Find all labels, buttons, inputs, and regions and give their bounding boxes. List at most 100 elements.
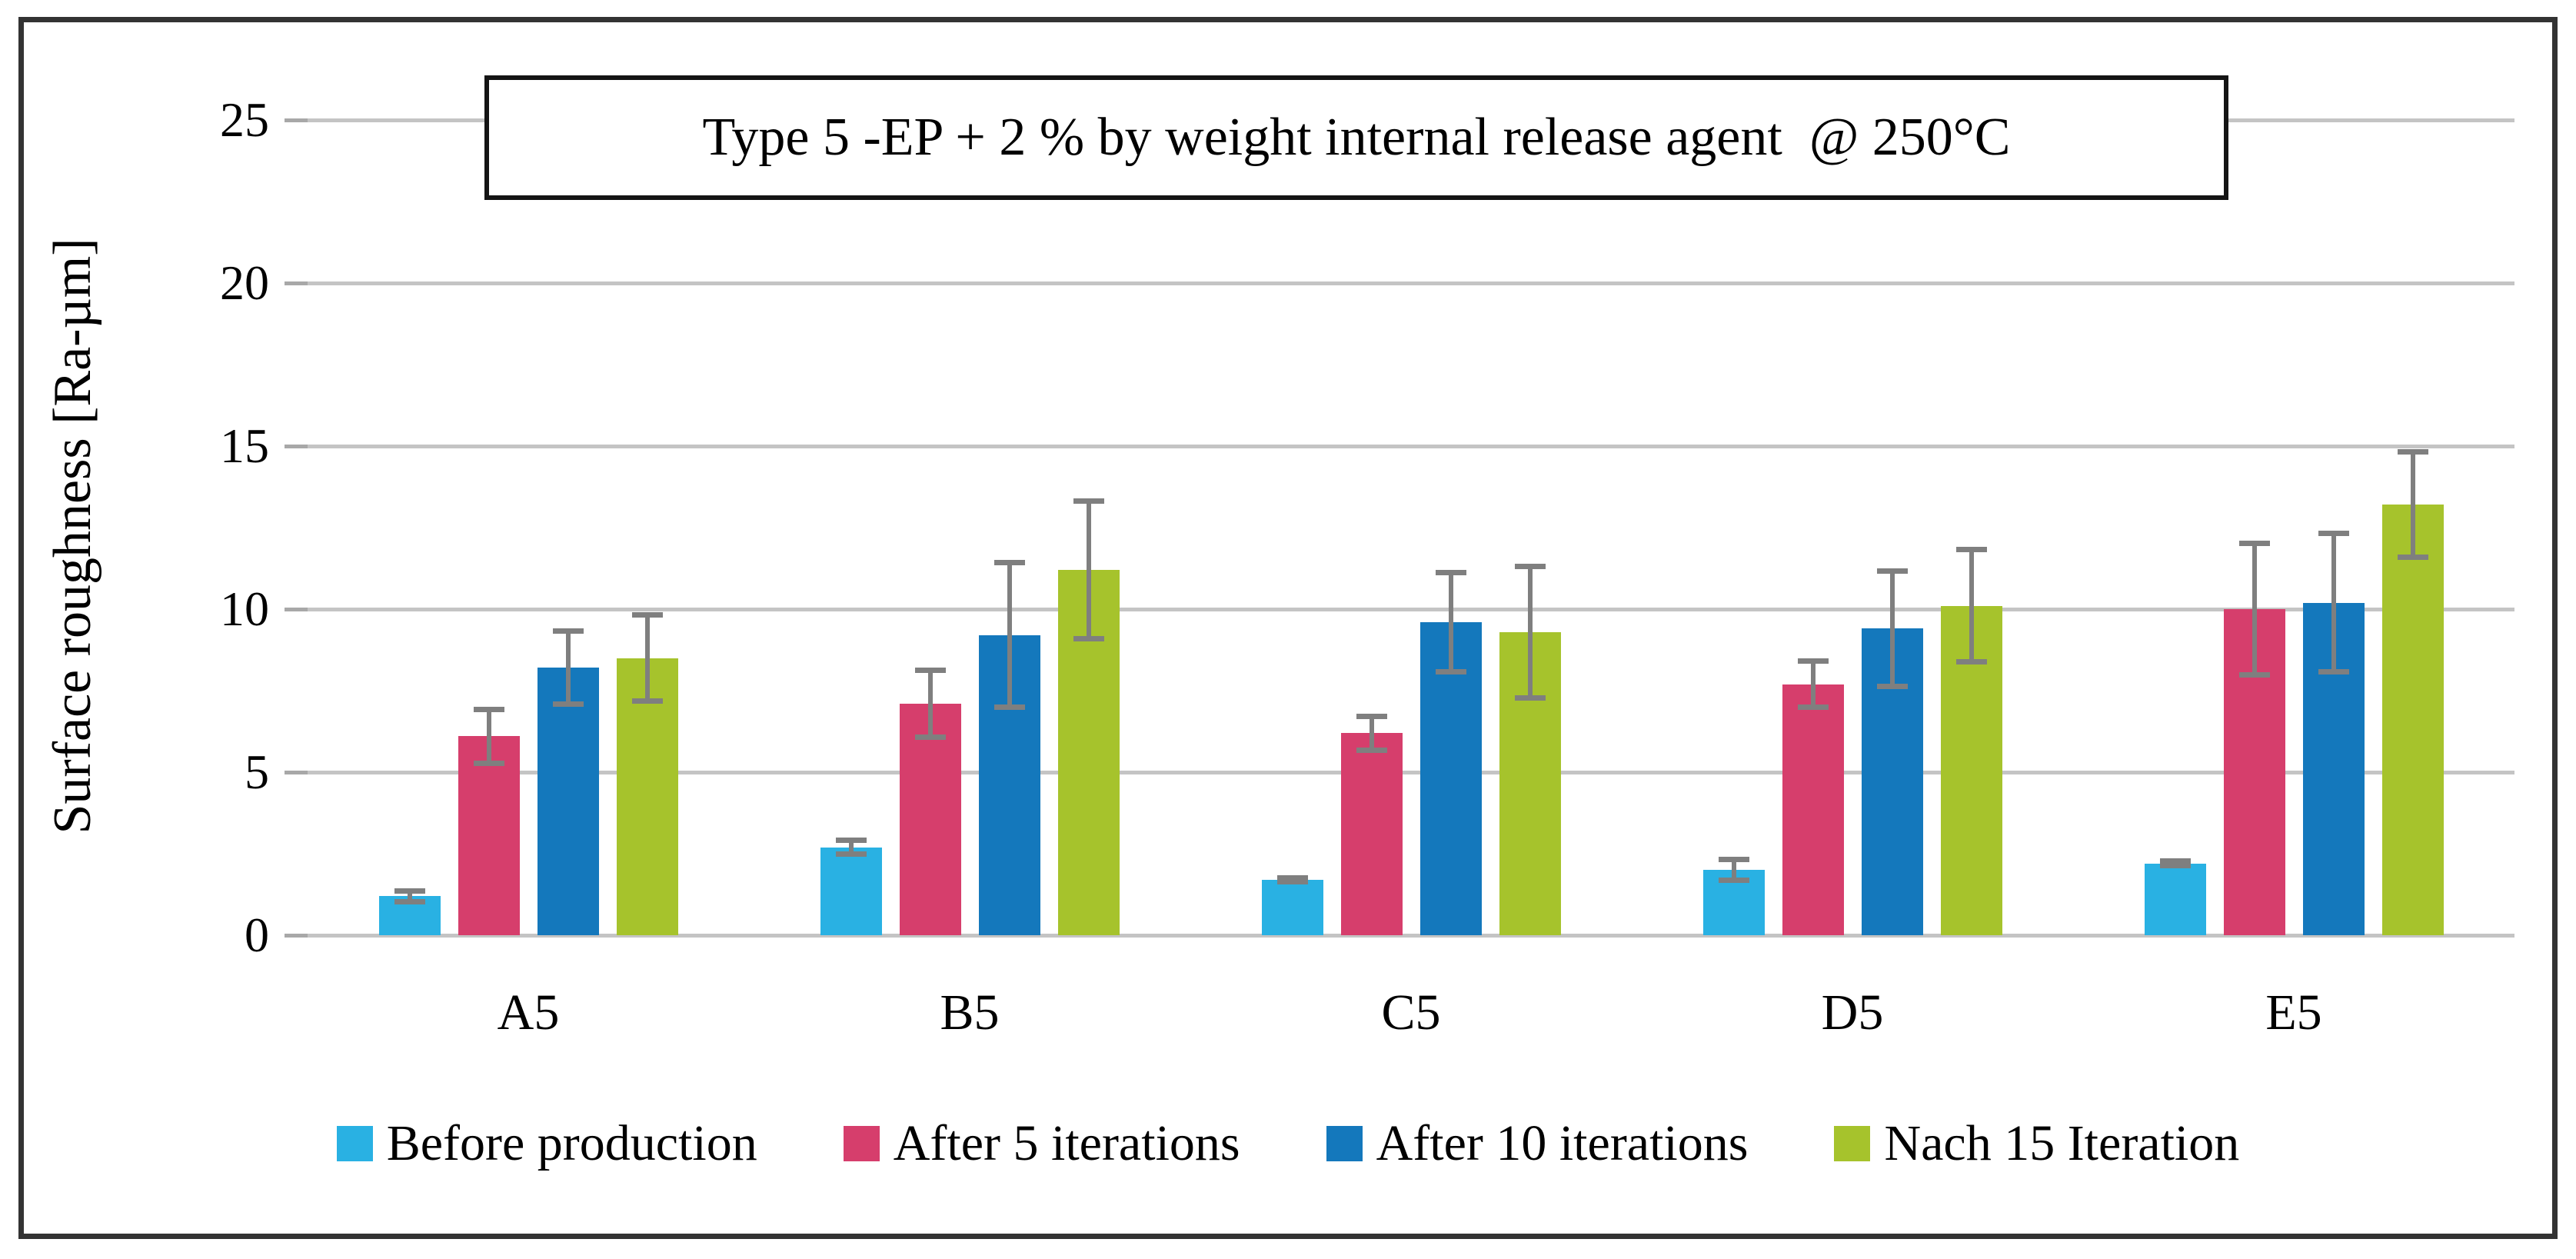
legend-label-2: After 10 iterations (1376, 1115, 1749, 1171)
y-tick-label: 0 (245, 908, 269, 962)
error-cap-top (473, 707, 504, 713)
y-tick-mark (285, 281, 308, 285)
error-whisker (1731, 857, 1736, 884)
error-cap-top (1435, 570, 1466, 576)
gridline-y0 (308, 934, 2514, 938)
legend-item-3: Nach 15 Iteration (1834, 1114, 2239, 1173)
error-bar-D5-s3 (1955, 547, 1987, 665)
legend-swatch-2 (1326, 1126, 1363, 1161)
error-cap-bottom (473, 760, 504, 766)
error-bar-E5-s2 (2318, 531, 2349, 674)
error-whisker (848, 837, 854, 858)
error-whisker (1448, 570, 1453, 674)
legend-label-1: After 5 iterations (893, 1115, 1240, 1171)
error-whisker (1527, 563, 1533, 701)
error-whisker (644, 612, 650, 704)
error-bar-C5-s0 (1276, 874, 1308, 885)
bar-D5-s1 (1782, 684, 1844, 935)
error-cap-bottom (552, 701, 584, 708)
y-tick-mark (285, 771, 308, 774)
error-cap-bottom (835, 851, 867, 858)
error-bar-A5-s0 (394, 888, 425, 904)
error-cap-top (1514, 563, 1546, 569)
bar-C5-s2 (1419, 621, 1482, 935)
x-label-C5: C5 (1381, 984, 1441, 1041)
y-tick-label: 20 (220, 255, 269, 310)
error-whisker (927, 668, 933, 740)
y-axis-title: Surface roughness [Ra-µm] (43, 238, 102, 834)
y-tick-label: 10 (220, 581, 269, 636)
error-whisker (486, 707, 491, 766)
legend-item-0: Before production (336, 1114, 757, 1173)
error-cap-top (993, 560, 1025, 566)
legend-item-1: After 5 iterations (843, 1114, 1240, 1173)
chart-title-box: Type 5 -EP + 2 % by weight internal rele… (484, 75, 2228, 200)
error-bar-B5-s3 (1073, 498, 1104, 642)
error-cap-bottom (2318, 668, 2349, 674)
error-bar-B5-s1 (914, 668, 946, 740)
y-tick-label: 25 (220, 92, 269, 147)
error-bar-A5-s3 (631, 612, 663, 704)
gridline-y15 (308, 445, 2514, 448)
error-bar-E5-s0 (2159, 858, 2191, 869)
bar-C5-s1 (1340, 733, 1403, 935)
error-cap-bottom (1435, 668, 1466, 674)
error-cap-bottom (2159, 863, 2191, 869)
error-whisker (2331, 531, 2336, 674)
error-cap-bottom (993, 704, 1025, 711)
y-tick-mark (285, 934, 308, 938)
y-tick-mark (285, 118, 308, 122)
error-bar-E5-s1 (2238, 540, 2270, 678)
x-label-E5: E5 (2265, 984, 2322, 1041)
error-whisker (1889, 568, 1895, 689)
bar-A5-s1 (458, 736, 520, 935)
plot-area (285, 118, 2514, 938)
error-bar-D5-s0 (1718, 857, 1749, 884)
y-tick-label: 5 (245, 744, 269, 799)
error-cap-bottom (1797, 704, 1829, 711)
error-cap-top (1797, 658, 1829, 664)
error-cap-bottom (1073, 636, 1104, 642)
error-cap-bottom (1514, 694, 1546, 701)
error-bar-C5-s1 (1356, 713, 1387, 753)
error-cap-top (394, 888, 425, 894)
error-whisker (1007, 560, 1012, 711)
error-cap-top (914, 668, 946, 674)
gridline-y20 (308, 281, 2514, 285)
error-cap-top (552, 628, 584, 634)
error-bar-C5-s2 (1435, 570, 1466, 674)
bar-B5-s1 (899, 703, 961, 935)
error-cap-bottom (1955, 659, 1987, 665)
error-bar-A5-s2 (552, 628, 584, 708)
error-cap-bottom (394, 898, 425, 904)
error-cap-top (2397, 449, 2428, 455)
error-cap-top (1876, 568, 1908, 574)
bar-A5-s3 (616, 658, 678, 935)
error-bar-D5-s2 (1876, 568, 1908, 689)
x-label-D5: D5 (1821, 984, 1884, 1041)
bar-C5-s0 (1261, 879, 1323, 935)
error-cap-top (2238, 540, 2270, 546)
error-bar-A5-s1 (473, 707, 504, 766)
error-cap-bottom (1356, 747, 1387, 753)
error-cap-bottom (2397, 555, 2428, 561)
error-cap-bottom (2238, 672, 2270, 678)
legend: Before production After 5 iterations After… (0, 1101, 2576, 1186)
error-cap-bottom (631, 698, 663, 704)
error-cap-bottom (914, 734, 946, 740)
error-cap-top (1073, 498, 1104, 504)
error-bar-D5-s1 (1797, 658, 1829, 711)
error-bar-C5-s3 (1514, 563, 1546, 701)
error-cap-top (1718, 857, 1749, 863)
legend-label-3: Nach 15 Iteration (1884, 1115, 2240, 1171)
legend-swatch-0 (336, 1126, 373, 1161)
error-whisker (1810, 658, 1816, 711)
error-cap-top (1955, 547, 1987, 553)
x-label-A5: A5 (497, 984, 560, 1041)
legend-label-0: Before production (386, 1115, 757, 1171)
error-whisker (1369, 713, 1374, 753)
error-cap-top (2159, 858, 2191, 864)
bar-E5-s3 (2381, 505, 2444, 935)
error-cap-top (1356, 713, 1387, 719)
